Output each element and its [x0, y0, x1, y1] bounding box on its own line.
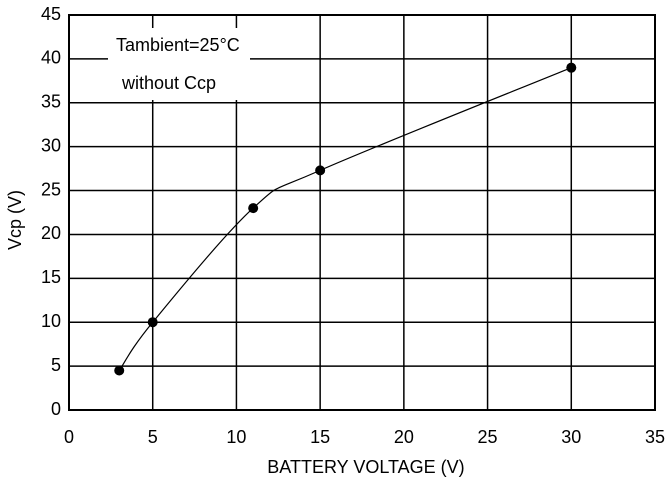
- y-tick-label: 5: [51, 355, 61, 375]
- x-axis-label: BATTERY VOLTAGE (V): [267, 457, 464, 477]
- y-tick-label: 45: [41, 4, 61, 24]
- curve: [118, 67, 572, 371]
- y-tick-label: 30: [41, 135, 61, 155]
- x-tick-label: 15: [310, 427, 330, 447]
- annotation: Tambient=25°C: [116, 35, 240, 55]
- x-tick-label: 20: [394, 427, 414, 447]
- x-tick-label: 25: [478, 427, 498, 447]
- x-tick-label: 5: [148, 427, 158, 447]
- y-tick-label: 15: [41, 267, 61, 287]
- x-tick-label: 30: [561, 427, 581, 447]
- plot-frame: [68, 14, 656, 411]
- point: [147, 317, 158, 328]
- annotation: without Ccp: [121, 73, 216, 93]
- annotation-box: [108, 28, 250, 100]
- y-tick-label: 25: [41, 179, 61, 199]
- y-tick-label: 20: [41, 223, 61, 243]
- y-tick-label: 35: [41, 92, 61, 112]
- point: [315, 165, 326, 176]
- point: [566, 62, 577, 73]
- x-tick-label: 35: [645, 427, 665, 447]
- y-tick-label: 10: [41, 311, 61, 331]
- y-tick-label: 40: [41, 48, 61, 68]
- x-tick-label: 0: [64, 427, 74, 447]
- point: [248, 203, 259, 214]
- y-tick-label: 0: [51, 399, 61, 419]
- x-tick-label: 10: [226, 427, 246, 447]
- point: [114, 365, 125, 376]
- y-axis-label: Vcp (V): [5, 190, 25, 250]
